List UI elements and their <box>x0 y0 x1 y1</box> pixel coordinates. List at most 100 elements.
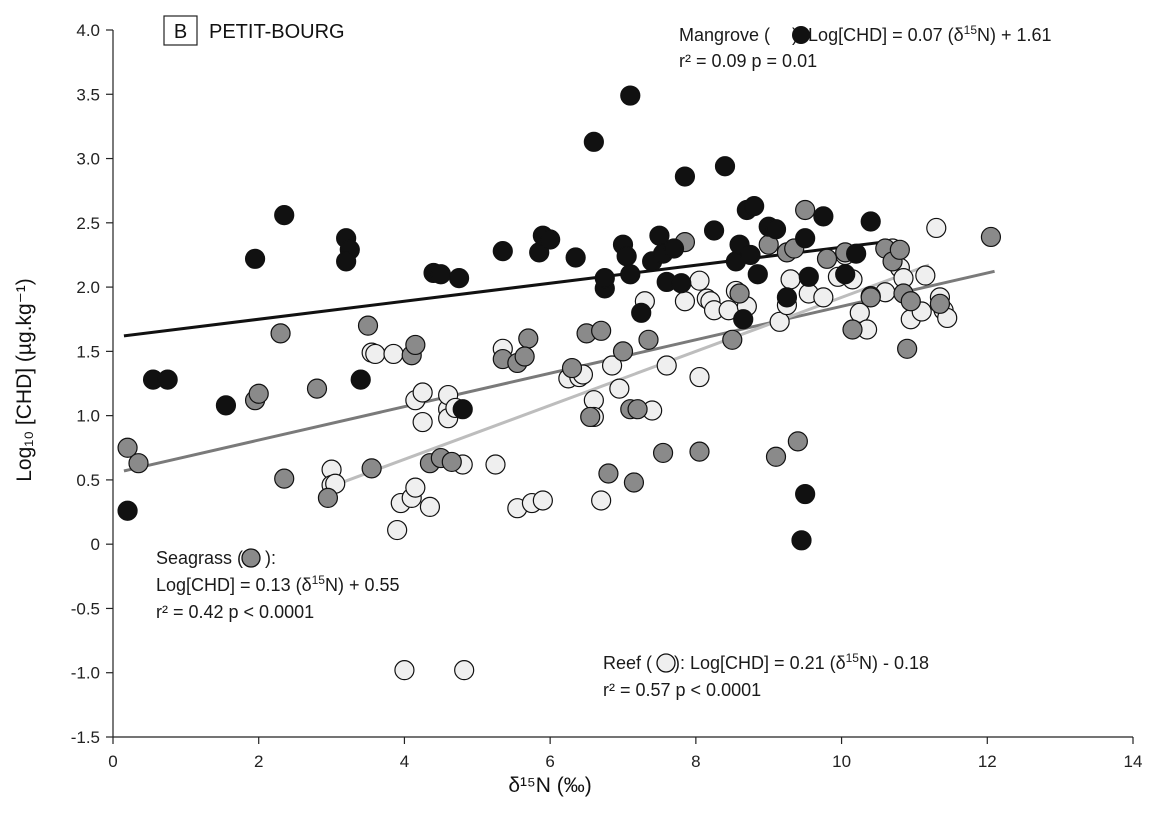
y-tick-label: 1.0 <box>76 407 100 426</box>
seagrass-prefix: Seagrass ( <box>156 548 243 568</box>
y-axis-title: Log₁₀ [CHD] (µg.kg⁻¹) <box>13 278 36 482</box>
seagrass-point <box>652 442 674 464</box>
reef-point <box>656 355 677 376</box>
mangrove-point <box>860 211 881 232</box>
panel-letter-box <box>163 15 198 46</box>
reef-point <box>769 311 790 332</box>
mangrove-point <box>846 243 867 264</box>
mangrove-stats: r² = 0.09 p = 0.01 <box>679 51 817 71</box>
mangrove-point <box>744 196 765 217</box>
mangrove-point <box>616 246 637 267</box>
mangrove-point <box>620 264 641 285</box>
reef-point <box>609 378 630 399</box>
mangrove-prefix: Mangrove ( <box>679 25 770 45</box>
x-tick-label: 4 <box>400 752 409 771</box>
reef-point <box>485 454 506 475</box>
reef-point <box>591 490 612 511</box>
reef-point <box>454 660 475 681</box>
seagrass-eq-prefix: Log[CHD] = 0.13 (δ <box>156 575 312 595</box>
mangrove-point <box>117 500 138 521</box>
regression-lines <box>123 239 995 488</box>
x-tick-label: 14 <box>1124 752 1143 771</box>
reef-point <box>813 287 834 308</box>
mangrove-point <box>663 238 685 259</box>
seagrass-point <box>117 437 138 458</box>
mangrove-point <box>747 264 768 285</box>
reef-legend-marker <box>656 653 676 673</box>
y-tick-label: 0 <box>91 535 100 554</box>
seagrass-point <box>361 458 382 479</box>
seagrass-point <box>580 406 601 428</box>
reef-point <box>849 302 870 323</box>
y-tick-label: 1.5 <box>76 342 100 361</box>
seagrass-point <box>306 378 328 399</box>
reef-point <box>419 496 441 518</box>
mangrove-point <box>157 369 178 390</box>
seagrass-annotation: Seagrass (): Log[CHD] = 0.13 (δ15N) + 0.… <box>156 548 400 622</box>
svg-text:Mangrove (): Log[CHD] = 0.07 (: Mangrove (): Log[CHD] = 0.07 (δ15N) + 1.… <box>679 23 1052 45</box>
mangrove-point <box>565 247 586 268</box>
mangrove-point <box>274 205 295 226</box>
seagrass-point <box>317 487 339 509</box>
mangrove-point <box>540 229 561 250</box>
seagrass-point <box>518 328 539 349</box>
y-tick-label: 4.0 <box>76 21 100 40</box>
seagrass-point <box>612 341 634 362</box>
reef-annotation: Reef (): Log[CHD] = 0.21 (δ15N) - 0.18 r… <box>603 651 929 700</box>
seagrass-point <box>561 357 583 379</box>
mangrove-regression-line <box>123 239 893 338</box>
seagrass-point <box>357 315 379 336</box>
seagrass-point <box>638 329 659 350</box>
reef-point <box>915 265 936 286</box>
reef-tail: N) - 0.18 <box>859 653 929 673</box>
seagrass-point <box>816 248 838 269</box>
seagrass-point <box>729 283 750 304</box>
reef-sup: 15 <box>846 651 860 665</box>
reef-point <box>780 269 801 290</box>
mangrove-point <box>733 309 754 330</box>
reef-point <box>674 291 696 312</box>
mangrove-point <box>714 156 736 177</box>
y-tick-label: 2.5 <box>76 214 100 233</box>
mangrove-point <box>835 264 856 285</box>
svg-text:Seagrass ():: Seagrass (): <box>156 548 276 568</box>
seagrass-point <box>128 453 149 474</box>
x-ticks: 0 2 4 6 8 10 12 14 <box>108 737 1142 771</box>
mangrove-point <box>452 399 473 420</box>
mangrove-point <box>594 267 615 289</box>
seagrass-point <box>787 431 808 452</box>
seagrass-point <box>514 346 535 367</box>
reef-point <box>412 411 433 433</box>
seagrass-point <box>623 472 645 493</box>
reef-point <box>383 343 404 365</box>
reef-point <box>532 490 553 511</box>
mangrove-point <box>740 244 761 266</box>
seagrass-point <box>248 383 269 404</box>
x-tick-label: 6 <box>545 752 554 771</box>
mangrove-point <box>703 220 725 241</box>
seagrass-point <box>795 199 816 221</box>
chart-title: PETIT-BOURG <box>209 21 345 43</box>
seagrass-point <box>405 334 426 356</box>
reef-stats: r² = 0.57 p < 0.0001 <box>603 680 761 700</box>
mangrove-point <box>430 264 451 285</box>
reef-point <box>365 343 386 365</box>
y-tick-label: -1.0 <box>71 664 100 683</box>
x-axis-title: δ¹⁵N (‰) <box>508 774 591 797</box>
mangrove-point <box>776 287 798 308</box>
reef-point <box>405 477 426 498</box>
reef-point <box>412 382 433 403</box>
seagrass-eq-tail: N) + 0.55 <box>325 575 400 595</box>
reef-point <box>601 355 623 376</box>
mangrove-legend-marker <box>792 26 810 44</box>
y-tick-label: -0.5 <box>71 599 100 618</box>
mangrove-point <box>336 251 357 272</box>
mangrove-annotation: Mangrove (): Log[CHD] = 0.07 (δ15N) + 1.… <box>679 23 1052 71</box>
panel-letter: B <box>174 21 187 43</box>
mangrove-point <box>791 530 812 551</box>
y-tick-label: -1.5 <box>71 728 100 747</box>
svg-text:Log[CHD] = 0.13 (δ15N) + 0.55: Log[CHD] = 0.13 (δ15N) + 0.55 <box>156 573 400 595</box>
mangrove-point <box>492 240 513 262</box>
reef-point <box>689 270 710 291</box>
mangrove-point <box>765 219 787 240</box>
